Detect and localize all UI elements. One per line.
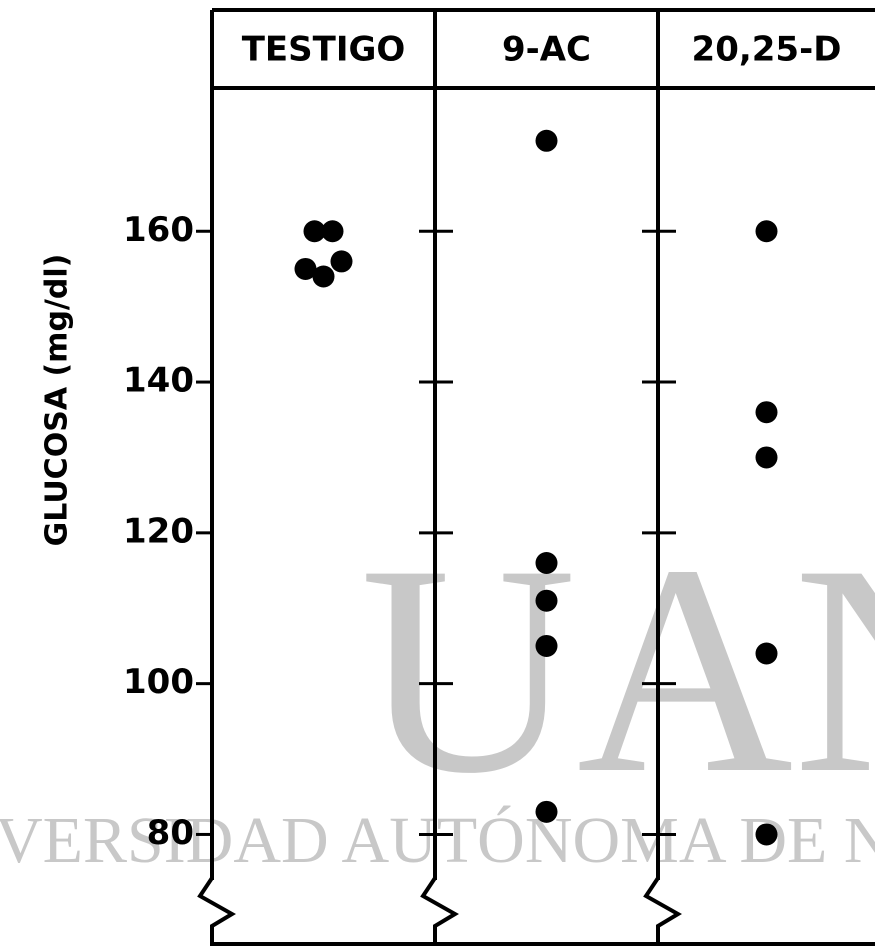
data-dot: [535, 589, 558, 612]
axis-break: [643, 876, 682, 946]
data-dot: [755, 220, 778, 243]
data-dot: [755, 823, 778, 846]
axis-break: [197, 876, 236, 946]
data-dot: [535, 552, 558, 575]
data-dot: [755, 401, 778, 424]
category-label: 9-AC: [502, 30, 591, 70]
category-label: TESTIGO: [242, 30, 406, 70]
y-tick-label: 160: [123, 210, 194, 250]
y-tick-label: 140: [123, 361, 194, 401]
y-tick-label: 120: [123, 511, 194, 551]
y-tick-label: 100: [123, 662, 194, 702]
axis-break: [420, 876, 459, 946]
watermark-caption: VERSIDAD AUTÓNOMA DE NUEV: [0, 804, 875, 877]
data-dot: [535, 800, 558, 823]
data-dot: [294, 257, 317, 280]
data-dot: [755, 446, 778, 469]
data-dot: [330, 250, 353, 273]
watermark-logo: UAN: [360, 503, 875, 835]
y-axis-label: GLUCOSA (mg/dl): [40, 254, 75, 547]
data-dot: [535, 634, 558, 657]
data-dot: [303, 220, 326, 243]
data-dot: [312, 265, 335, 288]
y-tick-label: 80: [147, 813, 194, 853]
data-dot: [535, 129, 558, 152]
data-dot: [321, 220, 344, 243]
category-label: 20,25-D: [692, 30, 842, 70]
data-dot: [755, 642, 778, 665]
